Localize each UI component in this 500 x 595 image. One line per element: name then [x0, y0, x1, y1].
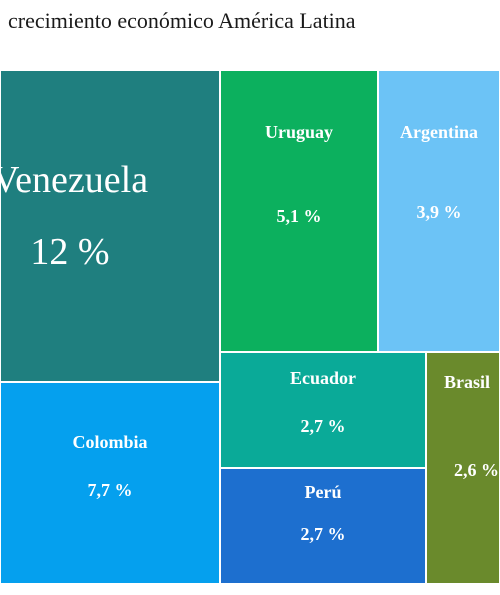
tile-value-ecuador: 2,7 % — [300, 416, 346, 436]
tile-uruguay — [220, 70, 378, 352]
tile-label-venezuela: Venezuela — [0, 159, 149, 201]
tile-value-colombia: 7,7 % — [87, 480, 133, 500]
tile-label-ecuador: Ecuador — [289, 368, 356, 388]
tile-label-brasil: Brasil — [444, 372, 491, 392]
tile-brasil — [426, 352, 500, 584]
tile-venezuela — [0, 70, 220, 382]
tile-argentina — [378, 70, 500, 352]
tile-peru — [220, 468, 426, 584]
tile-colombia — [0, 382, 220, 584]
treemap: Venezuela 12 % Colombia 7,7 % Uruguay 5,… — [0, 70, 500, 584]
tile-ecuador — [220, 352, 426, 468]
tile-value-peru: 2,7 % — [300, 524, 346, 544]
tile-label-argentina: Argentina — [400, 122, 478, 142]
chart-title: crecimiento económico América Latina — [8, 8, 356, 33]
tile-value-argentina: 3,9 % — [416, 202, 462, 222]
tile-value-uruguay: 5,1 % — [276, 206, 322, 226]
tile-label-uruguay: Uruguay — [264, 122, 333, 142]
tile-value-venezuela: 12 % — [30, 231, 110, 273]
tile-value-brasil: 2,6 % — [454, 460, 499, 480]
tile-label-peru: Perú — [304, 482, 342, 502]
tile-label-colombia: Colombia — [72, 432, 148, 452]
